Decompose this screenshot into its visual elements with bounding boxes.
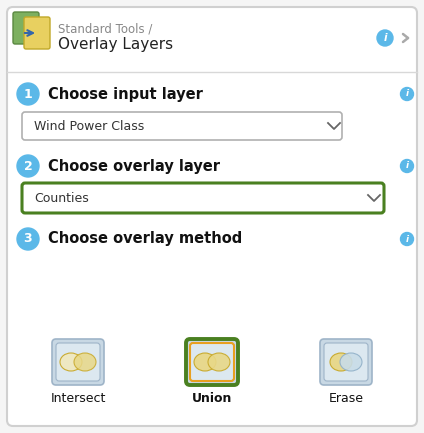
Text: i: i [405, 235, 409, 243]
Circle shape [401, 233, 413, 246]
Text: Standard Tools /: Standard Tools / [58, 22, 152, 35]
Ellipse shape [208, 353, 230, 371]
Circle shape [17, 83, 39, 105]
Circle shape [377, 30, 393, 46]
FancyBboxPatch shape [22, 112, 342, 140]
FancyBboxPatch shape [7, 7, 417, 426]
Text: i: i [405, 162, 409, 171]
Text: i: i [383, 33, 387, 43]
Ellipse shape [340, 353, 362, 371]
Circle shape [401, 87, 413, 100]
Circle shape [17, 155, 39, 177]
Ellipse shape [194, 353, 216, 371]
Text: Choose overlay method: Choose overlay method [48, 232, 242, 246]
FancyBboxPatch shape [190, 343, 234, 381]
Text: Intersect: Intersect [50, 392, 106, 405]
Ellipse shape [60, 353, 82, 371]
Text: Choose overlay layer: Choose overlay layer [48, 158, 220, 174]
Text: Erase: Erase [329, 392, 363, 405]
FancyBboxPatch shape [22, 183, 384, 213]
Ellipse shape [74, 353, 96, 371]
FancyBboxPatch shape [186, 339, 238, 385]
Circle shape [401, 159, 413, 172]
Circle shape [17, 228, 39, 250]
Text: 3: 3 [24, 233, 32, 246]
Text: Overlay Layers: Overlay Layers [58, 37, 173, 52]
Text: 2: 2 [24, 159, 32, 172]
Ellipse shape [330, 353, 352, 371]
FancyBboxPatch shape [320, 339, 372, 385]
Text: Counties: Counties [34, 191, 89, 204]
FancyBboxPatch shape [24, 17, 50, 49]
Text: Wind Power Class: Wind Power Class [34, 120, 144, 132]
FancyBboxPatch shape [52, 339, 104, 385]
FancyBboxPatch shape [324, 343, 368, 381]
Text: Union: Union [192, 392, 232, 405]
Text: Choose input layer: Choose input layer [48, 87, 203, 101]
Text: i: i [405, 90, 409, 98]
FancyBboxPatch shape [13, 12, 39, 44]
FancyBboxPatch shape [56, 343, 100, 381]
Text: 1: 1 [24, 87, 32, 100]
